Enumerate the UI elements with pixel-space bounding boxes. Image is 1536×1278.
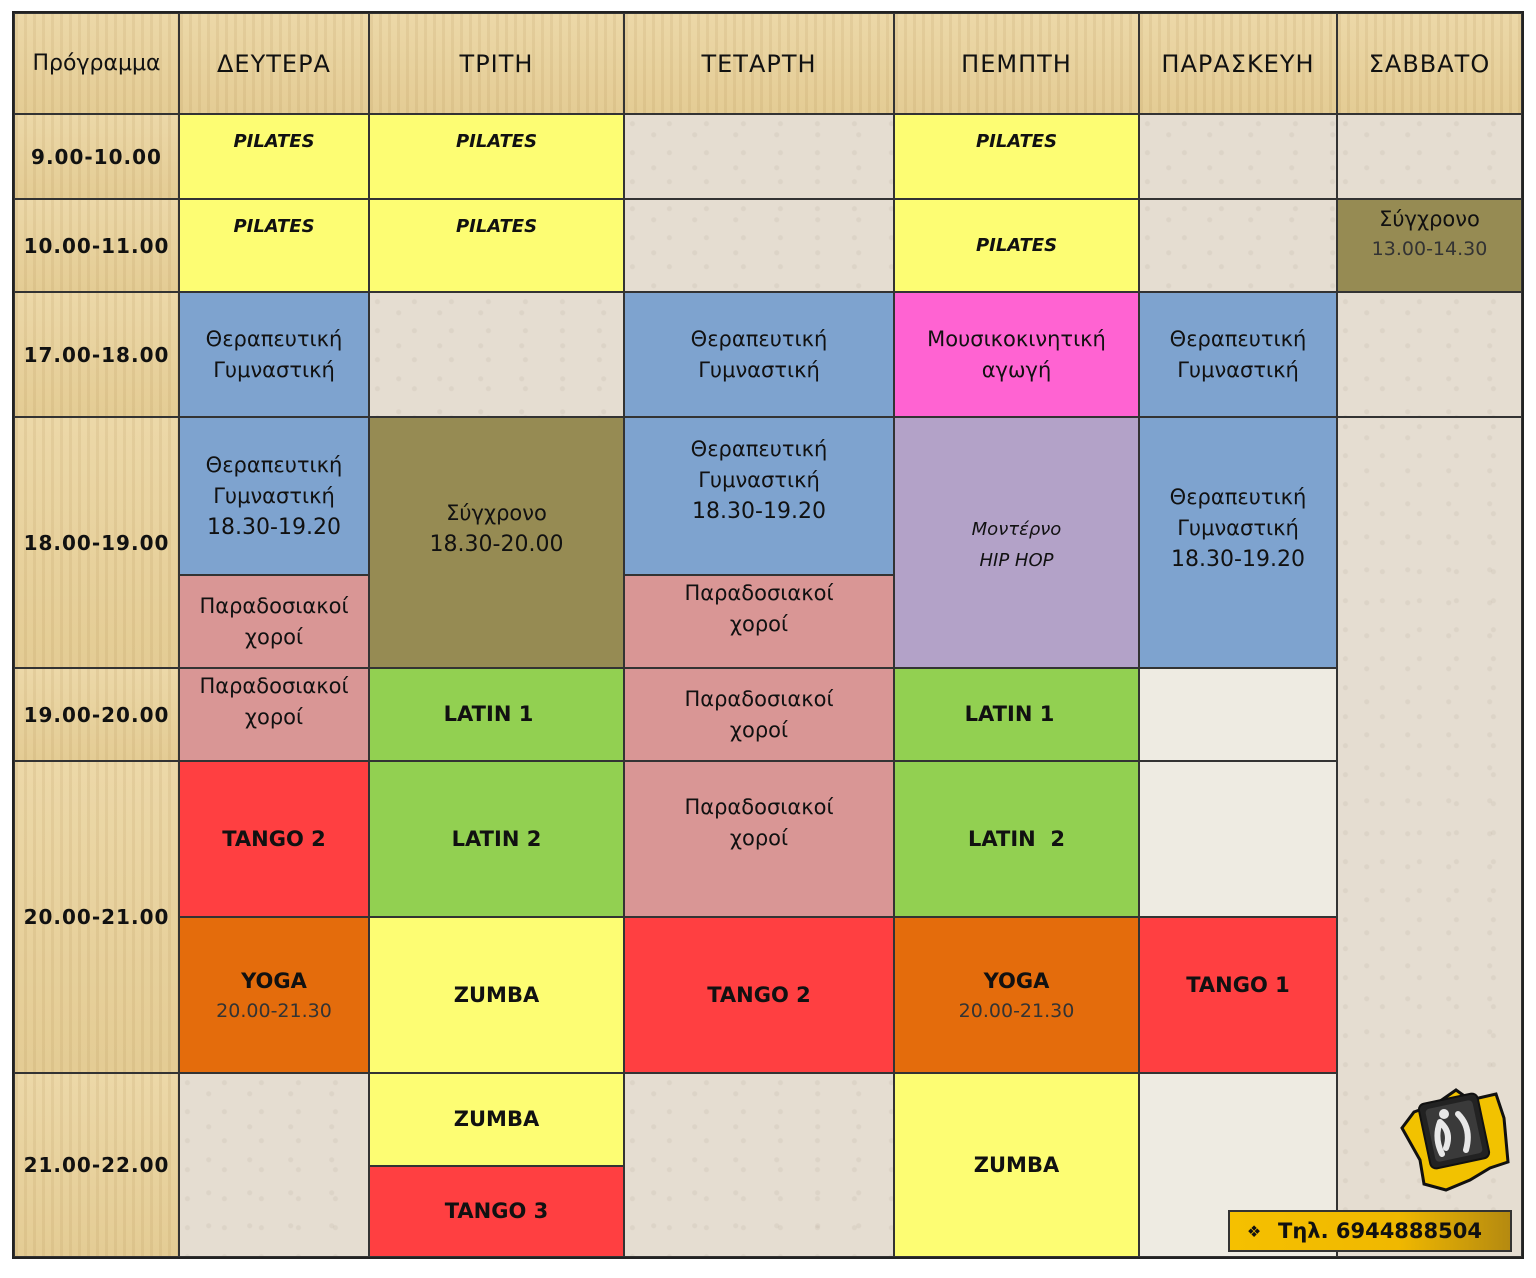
day-header-thursday: ΠΕΜΠΤΗ	[894, 13, 1139, 114]
class-cell: Μουσικοκινητική αγωγή	[894, 292, 1139, 417]
class-cell: PILATES	[894, 199, 1139, 292]
time-slot: 17.00-18.00	[14, 292, 179, 417]
empty-cell	[1139, 199, 1337, 292]
class-cell: TANGO 3	[369, 1166, 624, 1257]
time-slot: 19.00-20.00	[14, 668, 179, 761]
class-cell: Θεραπευτική Γυμναστική	[179, 292, 369, 417]
empty-cell	[624, 199, 894, 292]
day-header-wednesday: ΤΕΤΑΡΤΗ	[624, 13, 894, 114]
class-cell: Παραδοσιακοί χοροί	[624, 575, 894, 668]
class-cell: LATIN 2	[894, 761, 1139, 917]
class-cell: LATIN 1	[894, 668, 1139, 761]
contact-phone-box: ❖ Τηλ. 6944888504	[1228, 1210, 1512, 1252]
class-cell: Θεραπευτική Γυμναστική 18.30-19.20	[179, 417, 369, 575]
class-cell: Παραδοσιακοί χοροί	[179, 575, 369, 668]
day-header-tuesday: ΤΡΙΤΗ	[369, 13, 624, 114]
class-cell: TANGO 2	[179, 761, 369, 917]
class-cell: Μοντέρνο HIP HOP	[894, 417, 1139, 668]
class-cell: ZUMBA	[369, 1073, 624, 1166]
class-cell: Σύγχρονο 18.30-20.00	[369, 417, 624, 668]
empty-cell	[369, 292, 624, 417]
empty-cell	[624, 114, 894, 199]
diamond-bullet-icon: ❖	[1246, 1221, 1262, 1241]
empty-cell	[624, 1073, 894, 1257]
class-cell: PILATES	[179, 199, 369, 292]
phone-number[interactable]: Τηλ. 6944888504	[1278, 1219, 1482, 1243]
class-cell: ZUMBA	[369, 917, 624, 1073]
class-cell: LATIN 1	[369, 668, 624, 761]
class-cell: Θεραπευτική Γυμναστική	[624, 292, 894, 417]
day-header-friday: ΠΑΡΑΣΚΕΥΗ	[1139, 13, 1337, 114]
class-cell: TANGO 2	[624, 917, 894, 1073]
empty-cell	[1337, 292, 1522, 417]
class-cell: Θεραπευτική Γυμναστική 18.30-19.20	[1139, 417, 1337, 668]
dance-school-logo	[1400, 1088, 1510, 1192]
empty-cell	[1337, 417, 1522, 1257]
schedule-table: Πρόγραμμα ΔΕΥΤΕΡΑ ΤΡΙΤΗ ΤΕΤΑΡΤΗ ΠΕΜΠΤΗ Π…	[12, 11, 1524, 1259]
class-cell: PILATES	[369, 114, 624, 199]
empty-cell	[1139, 668, 1337, 761]
class-cell: Θεραπευτική Γυμναστική 18.30-19.20	[624, 417, 894, 575]
class-cell: LATIN 2	[369, 761, 624, 917]
class-cell: Παραδοσιακοί χοροί	[624, 668, 894, 761]
time-slot: 18.00-19.00	[14, 417, 179, 668]
empty-cell	[179, 1073, 369, 1257]
day-header-saturday: ΣΑΒΒΑΤΟ	[1337, 13, 1522, 114]
time-slot: 20.00-21.00	[14, 761, 179, 1073]
time-slot: 10.00-11.00	[14, 199, 179, 292]
class-cell: Παραδοσιακοί χοροί	[179, 668, 369, 761]
class-cell: Σύγχρονο 13.00-14.30	[1337, 199, 1522, 292]
class-cell: Θεραπευτική Γυμναστική	[1139, 292, 1337, 417]
class-cell: YOGA 20.00-21.30	[179, 917, 369, 1073]
class-cell: PILATES	[369, 199, 624, 292]
day-header-monday: ΔΕΥΤΕΡΑ	[179, 13, 369, 114]
empty-cell	[1139, 114, 1337, 199]
empty-cell	[1337, 114, 1522, 199]
time-slot: 9.00-10.00	[14, 114, 179, 199]
class-cell: ZUMBA	[894, 1073, 1139, 1257]
class-cell: Παραδοσιακοί χοροί	[624, 761, 894, 917]
corner-header: Πρόγραμμα	[14, 13, 179, 114]
class-cell: PILATES	[179, 114, 369, 199]
class-cell: YOGA 20.00-21.30	[894, 917, 1139, 1073]
class-cell: PILATES	[894, 114, 1139, 199]
class-cell: TANGO 1	[1139, 917, 1337, 1073]
empty-cell	[1139, 761, 1337, 917]
time-slot: 21.00-22.00	[14, 1073, 179, 1257]
